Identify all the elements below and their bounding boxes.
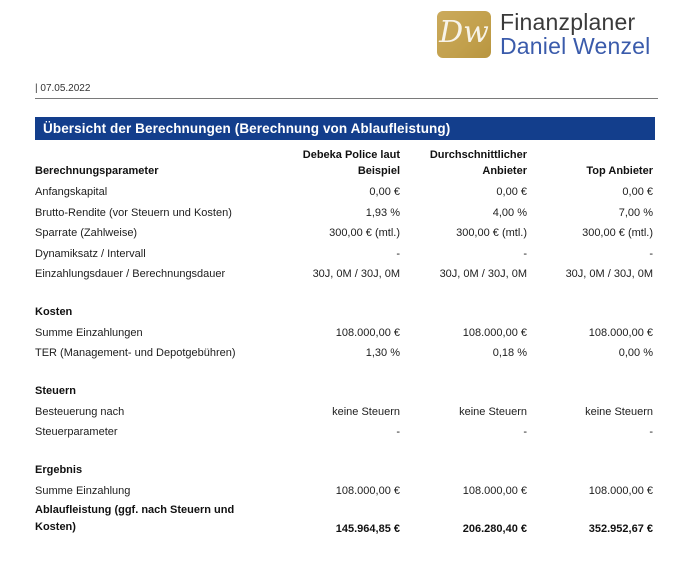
- cell-value: 206.280,40 €: [462, 523, 527, 535]
- brand-name-line2: Daniel Wenzel: [500, 32, 651, 59]
- cell-value: 30J, 0M / 30J, 0M: [439, 268, 527, 281]
- cell-value: keine Steuern: [585, 405, 653, 418]
- table-row-ablaufleistung: Ablaufleistung (ggf. nach Steuern und Ko…: [35, 501, 653, 538]
- cell-value: 108.000,00 €: [462, 326, 527, 339]
- table-row-brutto-rendite: Brutto-Rendite (vor Steuern und Kosten) …: [35, 203, 653, 224]
- cell-value: 0,00 %: [618, 347, 653, 360]
- cell-value: 145.964,85 €: [335, 523, 400, 535]
- cell-value: -: [649, 247, 653, 260]
- cell-value: 7,00 %: [618, 206, 653, 219]
- row-label: TER (Management- und Depotgebühren): [35, 347, 236, 360]
- row-label: Brutto-Rendite (vor Steuern und Kosten): [35, 206, 232, 219]
- column-header-average-provider: Durchschnittlicher Anbieter: [400, 148, 527, 180]
- row-label: Ablaufleistung (ggf. nach Steuern und Ko…: [35, 504, 235, 533]
- row-label: Dynamiksatz / Intervall: [35, 247, 146, 260]
- table-row-besteuerung: Besteuerung nach keine Steuern keine Ste…: [35, 402, 653, 423]
- row-label: Steuerparameter: [35, 426, 118, 439]
- cell-value: 108.000,00 €: [462, 484, 527, 497]
- section-header-kosten: Kosten: [35, 306, 73, 319]
- cell-value: 108.000,00 €: [588, 484, 653, 497]
- cell-value: -: [523, 426, 527, 439]
- dw-logo-icon: Dw: [437, 11, 491, 58]
- table-row-ter: TER (Management- und Depotgebühren) 1,30…: [35, 343, 653, 364]
- column-header-average-line1: Durchschnittlicher: [429, 149, 527, 162]
- cell-value: -: [396, 426, 400, 439]
- row-label: Sparrate (Zahlweise): [35, 227, 138, 240]
- comparison-table: Berechnungsparameter Debeka Police laut …: [35, 146, 653, 538]
- row-label: Anfangskapital: [35, 186, 108, 199]
- cell-value: 108.000,00 €: [335, 484, 400, 497]
- cell-value: 300,00 € (mtl.): [456, 227, 527, 240]
- table-row-dynamiksatz: Dynamiksatz / Intervall - - -: [35, 244, 653, 265]
- report-date: | 07.05.2022: [35, 83, 658, 99]
- table-row-summe-einzahlungen: Summe Einzahlungen 108.000,00 € 108.000,…: [35, 323, 653, 344]
- column-header-debeka: Debeka Police laut Beispiel: [280, 148, 400, 180]
- cell-value: 1,93 %: [365, 206, 400, 219]
- column-header-top-provider: Top Anbieter: [586, 165, 653, 178]
- brand-header: Dw Finanzplaner Daniel Wenzel: [437, 9, 651, 59]
- cell-value: 108.000,00 €: [588, 326, 653, 339]
- cell-value: 300,00 € (mtl.): [582, 227, 653, 240]
- column-header-debeka-line1: Debeka Police laut: [302, 149, 400, 162]
- row-label: Einzahlungsdauer / Berechnungsdauer: [35, 268, 226, 281]
- cell-value: 0,00 €: [622, 186, 653, 199]
- table-row-anfangskapital: Anfangskapital 0,00 € 0,00 € 0,00 €: [35, 182, 653, 203]
- cell-value: 108.000,00 €: [335, 326, 400, 339]
- cell-value: keine Steuern: [332, 405, 400, 418]
- row-label: Summe Einzahlung: [35, 484, 131, 497]
- table-header-row: Berechnungsparameter Debeka Police laut …: [35, 146, 653, 182]
- brand-name: Finanzplaner Daniel Wenzel: [500, 9, 651, 59]
- cell-value: 0,00 €: [496, 186, 527, 199]
- cell-value: 352.952,67 €: [588, 523, 653, 535]
- cell-value: 300,00 € (mtl.): [329, 227, 400, 240]
- row-label: Summe Einzahlungen: [35, 326, 143, 339]
- brand-name-line1: Finanzplaner: [500, 9, 636, 36]
- cell-value: keine Steuern: [459, 405, 527, 418]
- section-header-ergebnis: Ergebnis: [35, 464, 83, 477]
- column-header-average-line2: Anbieter: [482, 165, 527, 178]
- cell-value: 4,00 %: [492, 206, 527, 219]
- table-row-steuerparameter: Steuerparameter - - -: [35, 422, 653, 443]
- cell-value: 0,18 %: [492, 347, 527, 360]
- section-header-steuern: Steuern: [35, 385, 76, 398]
- cell-value: 0,00 €: [369, 186, 400, 199]
- table-row-sparrate: Sparrate (Zahlweise) 300,00 € (mtl.) 300…: [35, 223, 653, 244]
- report-title-bar: Übersicht der Berechnungen (Berechnung v…: [35, 117, 655, 140]
- cell-value: -: [396, 247, 400, 260]
- table-row-einzahlungsdauer: Einzahlungsdauer / Berechnungsdauer 30J,…: [35, 264, 653, 285]
- cell-value: 1,30 %: [365, 347, 400, 360]
- table-row-summe-einzahlung: Summe Einzahlung 108.000,00 € 108.000,00…: [35, 481, 653, 502]
- cell-value: 30J, 0M / 30J, 0M: [312, 268, 400, 281]
- cell-value: -: [649, 426, 653, 439]
- column-header-parameters: Berechnungsparameter: [35, 165, 159, 178]
- cell-value: -: [523, 247, 527, 260]
- row-label: Besteuerung nach: [35, 405, 125, 418]
- column-header-debeka-line2: Beispiel: [357, 165, 400, 178]
- cell-value: 30J, 0M / 30J, 0M: [565, 268, 653, 281]
